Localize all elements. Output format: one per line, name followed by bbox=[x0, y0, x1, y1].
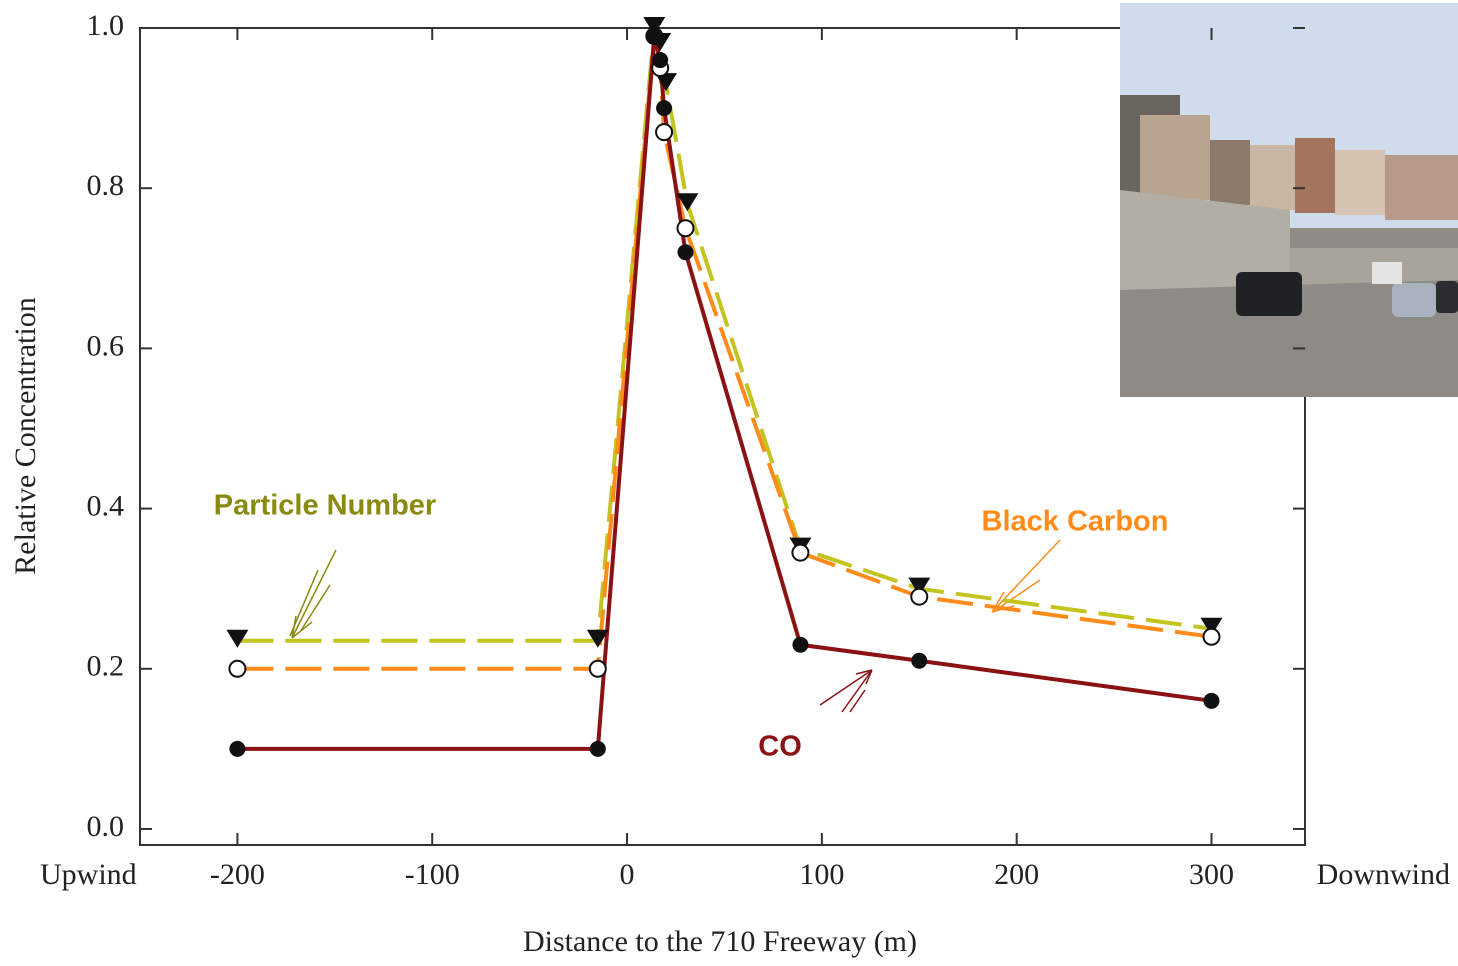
y-tick-label: 0.4 bbox=[87, 489, 125, 522]
upwind-label: Upwind bbox=[40, 858, 137, 891]
marker-circle-filled bbox=[646, 28, 663, 45]
downwind-label: Downwind bbox=[1317, 858, 1450, 891]
marker-circle-filled bbox=[656, 100, 673, 117]
marker-triangle bbox=[226, 629, 249, 648]
marker-triangle bbox=[908, 577, 931, 596]
y-tick-label: 0.2 bbox=[87, 650, 125, 683]
x-axis-label: Distance to the 710 Freeway (m) bbox=[523, 925, 917, 958]
freeway-photo bbox=[1120, 3, 1458, 397]
x-tick-label: 300 bbox=[1189, 858, 1234, 891]
marker-circle-filled bbox=[1203, 692, 1220, 709]
marker-circle-filled bbox=[589, 740, 606, 757]
marker-circle-filled bbox=[652, 52, 669, 69]
annotation-arrows bbox=[289, 539, 1061, 713]
marker-circle-open bbox=[1202, 627, 1221, 646]
marker-circle-filled bbox=[677, 244, 694, 261]
x-tick-label: -100 bbox=[405, 858, 460, 891]
marker-triangle bbox=[655, 73, 678, 92]
marker-circle-open bbox=[910, 587, 929, 606]
marker-triangle bbox=[643, 17, 666, 35]
y-tick-label: 1.0 bbox=[87, 9, 125, 42]
x-tick-label: 100 bbox=[799, 858, 844, 891]
co-annotation: CO bbox=[758, 731, 802, 763]
marker-circle-open bbox=[791, 543, 810, 562]
marker-triangle bbox=[586, 629, 609, 648]
marker-triangle bbox=[1200, 617, 1223, 636]
marker-circle-open bbox=[676, 219, 695, 238]
particle-number-annotation: Particle Number bbox=[214, 490, 436, 522]
black-carbon-annotation: Black Carbon bbox=[982, 506, 1169, 538]
y-tick-label: 0.0 bbox=[87, 810, 125, 843]
series-line bbox=[237, 35, 1212, 671]
y-axis-label: Relative Concentration bbox=[9, 297, 42, 574]
marker-circle-filled bbox=[911, 652, 928, 669]
y-tick-label: 0.6 bbox=[87, 329, 125, 362]
marker-circle-open bbox=[228, 659, 247, 678]
plot-frame bbox=[139, 27, 1306, 846]
marker-triangle bbox=[676, 193, 699, 212]
y-tick-label: 0.8 bbox=[87, 169, 125, 202]
marker-circle-filled bbox=[229, 740, 246, 757]
x-tick-label: 200 bbox=[994, 858, 1039, 891]
marker-circle-open bbox=[588, 659, 607, 678]
marker-circle-filled bbox=[792, 636, 809, 653]
x-tick-label: -200 bbox=[210, 858, 265, 891]
x-tick-label: 0 bbox=[620, 858, 635, 891]
marker-circle-open bbox=[655, 123, 674, 142]
